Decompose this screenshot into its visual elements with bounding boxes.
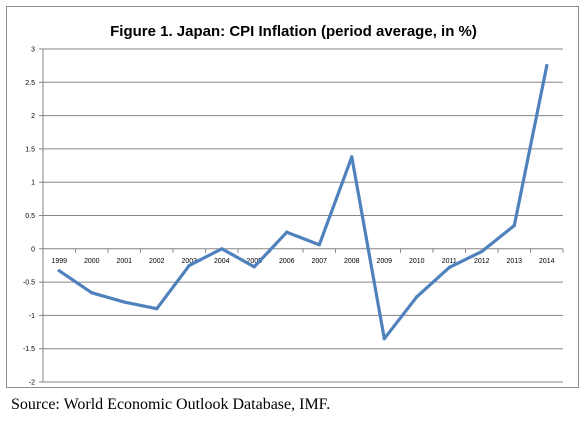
x-tick-label: 2008 bbox=[344, 258, 360, 265]
data-point bbox=[350, 155, 354, 159]
x-tick-label: 2009 bbox=[376, 258, 392, 265]
y-axis-tick-labels: -2 -1.5 -1 -0.5 0 0.5 1 1.5 2 2.5 3 bbox=[23, 47, 35, 387]
x-tick-label: 2005 bbox=[246, 258, 262, 265]
y-tick-label: -2 bbox=[29, 380, 35, 387]
data-point bbox=[252, 265, 256, 269]
data-point bbox=[545, 64, 549, 68]
x-tick-label: 1999 bbox=[51, 258, 67, 265]
x-tick-label: 2001 bbox=[116, 258, 132, 265]
data-point bbox=[122, 300, 126, 304]
y-tick-label: 0.5 bbox=[25, 213, 35, 220]
data-point bbox=[415, 295, 419, 299]
x-tick-label: 2004 bbox=[214, 258, 230, 265]
x-tick-label: 2012 bbox=[474, 258, 490, 265]
x-tick-label: 2013 bbox=[506, 258, 522, 265]
x-axis-tick-labels: 1999 2000 2001 2002 2003 2004 2005 2006 2007 2008… bbox=[51, 258, 554, 265]
data-point bbox=[155, 307, 159, 311]
x-tick-label: 2014 bbox=[539, 258, 555, 265]
x-tick-label: 2011 bbox=[442, 258, 457, 265]
x-tick-label: 2002 bbox=[149, 258, 165, 265]
x-tick-label: 2006 bbox=[279, 258, 295, 265]
y-tick-label: -0.5 bbox=[23, 280, 35, 287]
x-tick-label: 2003 bbox=[181, 258, 197, 265]
y-tick-label: 2.5 bbox=[25, 80, 35, 87]
axes bbox=[39, 48, 564, 383]
data-point bbox=[512, 223, 516, 228]
data-point bbox=[317, 243, 321, 247]
series-line bbox=[57, 64, 549, 341]
x-tick-label: 2007 bbox=[311, 258, 327, 265]
data-point bbox=[220, 247, 224, 251]
data-point bbox=[90, 291, 94, 295]
x-tick-label: 2010 bbox=[409, 258, 425, 265]
data-point bbox=[447, 265, 451, 270]
y-tick-label: 1 bbox=[31, 180, 35, 187]
y-tick-label: 3 bbox=[31, 47, 35, 54]
y-tick-label: -1.5 bbox=[23, 346, 35, 353]
chart-frame: Figure 1. Japan: CPI Inflation (period a… bbox=[6, 6, 579, 388]
source-note: Source: World Economic Outlook Database,… bbox=[11, 396, 331, 413]
data-point bbox=[285, 230, 289, 234]
data-point bbox=[187, 263, 191, 268]
gridlines bbox=[43, 48, 563, 383]
y-tick-label: 2 bbox=[31, 113, 35, 120]
y-tick-label: 0 bbox=[31, 246, 35, 253]
chart-title: Figure 1. Japan: CPI Inflation (period a… bbox=[110, 23, 477, 40]
x-tick-label: 2000 bbox=[84, 258, 100, 265]
y-tick-label: 1.5 bbox=[25, 146, 35, 153]
series-cpi-inflation bbox=[57, 64, 549, 341]
y-tick-label: -1 bbox=[29, 313, 35, 320]
data-point bbox=[382, 337, 386, 341]
chart-plot: -2 -1.5 -1 -0.5 0 0.5 1 1.5 2 2.5 3 1999 2000 2001 20… bbox=[23, 47, 564, 387]
data-point bbox=[57, 269, 61, 273]
data-point bbox=[480, 249, 484, 254]
